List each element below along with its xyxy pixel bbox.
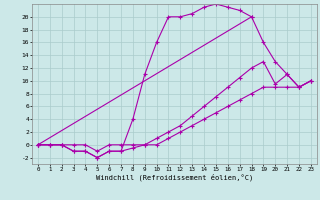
X-axis label: Windchill (Refroidissement éolien,°C): Windchill (Refroidissement éolien,°C)	[96, 173, 253, 181]
